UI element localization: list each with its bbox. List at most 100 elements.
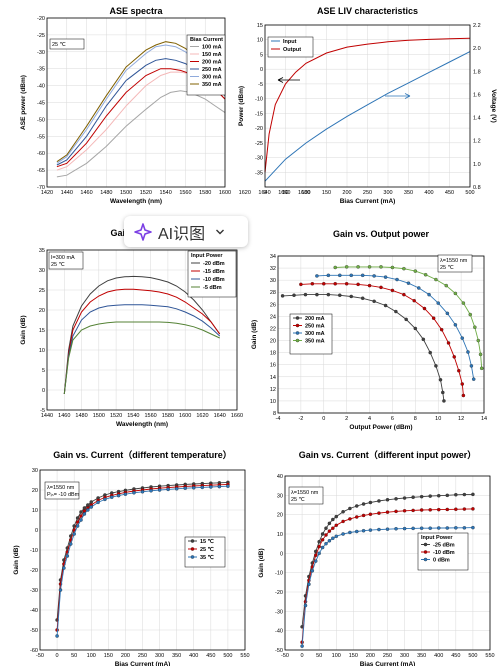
series-line [301,527,473,647]
data-point [354,529,359,534]
x-tick-label: -4 [276,416,281,422]
x-tick-label: -50 [281,653,289,659]
x-tick-label: 350 [404,190,413,196]
data-point [58,588,63,592]
data-point [82,512,87,516]
y-tick-label: 20 [270,339,276,345]
chevron-down-icon[interactable] [215,227,225,237]
data-point [438,378,443,382]
x-tick-label: 1560 [179,190,191,196]
x-tick-label: 2 [345,416,348,422]
series-line [56,483,228,631]
data-point [431,316,436,320]
legend-label: Input [283,39,297,45]
data-point [390,265,395,270]
x-tick-label: 500 [468,653,477,659]
x-tick-label: -2 [298,416,303,422]
x-tick-label: 4 [368,416,371,422]
legend-label: -10 dBm [203,277,225,283]
x-tick-label: 1680 [298,190,310,196]
data-point [310,282,315,286]
annotation-text: λ=1550 nm [47,485,75,491]
y-axis-label: Gain (dB) [258,548,265,577]
series-line [56,481,228,621]
y-tick-label: -55 [37,134,45,140]
data-point [471,492,475,497]
data-point [462,526,467,530]
x-tick-label: 200 [342,190,351,196]
series-line [56,90,226,178]
data-point [217,484,222,489]
x-tick-label: 550 [240,653,249,659]
y-axis-label: Power (dBm) [238,86,245,126]
data-point [445,493,450,498]
x-tick-label: 1520 [110,413,122,419]
x-tick-label: 1460 [58,413,70,419]
data-point [383,303,388,308]
annotation-text: 25 ℃ [51,262,66,268]
y-axis-label: Gain (dB) [20,315,27,344]
x-tick-label: 300 [400,653,409,659]
x-tick-label: 1600 [179,413,191,419]
data-point [439,327,444,332]
x-tick-label: 1640 [258,190,270,196]
data-point [79,514,83,518]
data-point [367,283,372,288]
legend-marker [423,542,428,547]
x-tick-label: 100 [301,190,310,196]
y-tick-label: 5 [42,368,45,374]
x-tick-label: 1600 [219,190,231,196]
x-tick-label: 1440 [41,413,53,419]
data-point [354,504,359,508]
x-tick-label: 150 [322,190,331,196]
plot-frame [39,469,246,651]
chart-4: Gain vs. Output power-4 -2 0 2 4 6 8 10 12 148101… [251,229,487,431]
x-tick-label: 250 [363,190,372,196]
x-tick-label: 0 [301,653,304,659]
annotation-text: 25 ℃ [440,265,455,271]
data-point [300,644,304,648]
x-tick-label: 0 [263,190,266,196]
data-point [348,517,352,521]
legend-marker [295,323,300,328]
data-point [334,523,338,528]
data-point [422,306,427,311]
data-point [89,500,94,504]
ai-recognize-button[interactable]: AI识图 [124,216,248,247]
data-point [324,541,328,546]
data-point [299,282,303,287]
data-point [183,486,187,490]
y-tick-label: 34 [270,254,276,260]
x-tick-label: 350 [417,653,426,659]
x-tick-label: 1540 [160,190,172,196]
annotation-box [49,38,85,50]
y-tick-label: 20 [32,488,38,494]
legend-marker [190,555,195,559]
y-tick-label: -45 [37,101,45,107]
x-tick-label: -50 [36,653,44,659]
data-point [72,532,76,536]
series-line [56,485,228,637]
x-tick-label: 100 [87,653,96,659]
data-point [404,317,408,322]
data-point [445,526,450,530]
data-point [419,526,424,530]
y-tick-label: -20 [275,590,283,596]
data-point [368,512,373,517]
data-point [402,292,406,297]
annotation-text: Pᵢₙ= -10 dBm [47,492,80,498]
data-point [377,511,381,515]
chart-5: Gain vs. Current（different temperature） -… [13,450,250,666]
data-point [453,291,458,296]
chart-title: ASE spectra [109,6,163,16]
data-point [75,520,80,524]
plot-frame [46,17,226,188]
x-tick-label: 150 [104,653,113,659]
y-tick-label: -60 [30,648,38,654]
y-tick-label: 32 [270,266,276,272]
x-tick-label: 400 [424,190,433,196]
x-tick-label: 50 [316,653,322,659]
data-point [226,484,230,488]
data-point [317,544,321,549]
